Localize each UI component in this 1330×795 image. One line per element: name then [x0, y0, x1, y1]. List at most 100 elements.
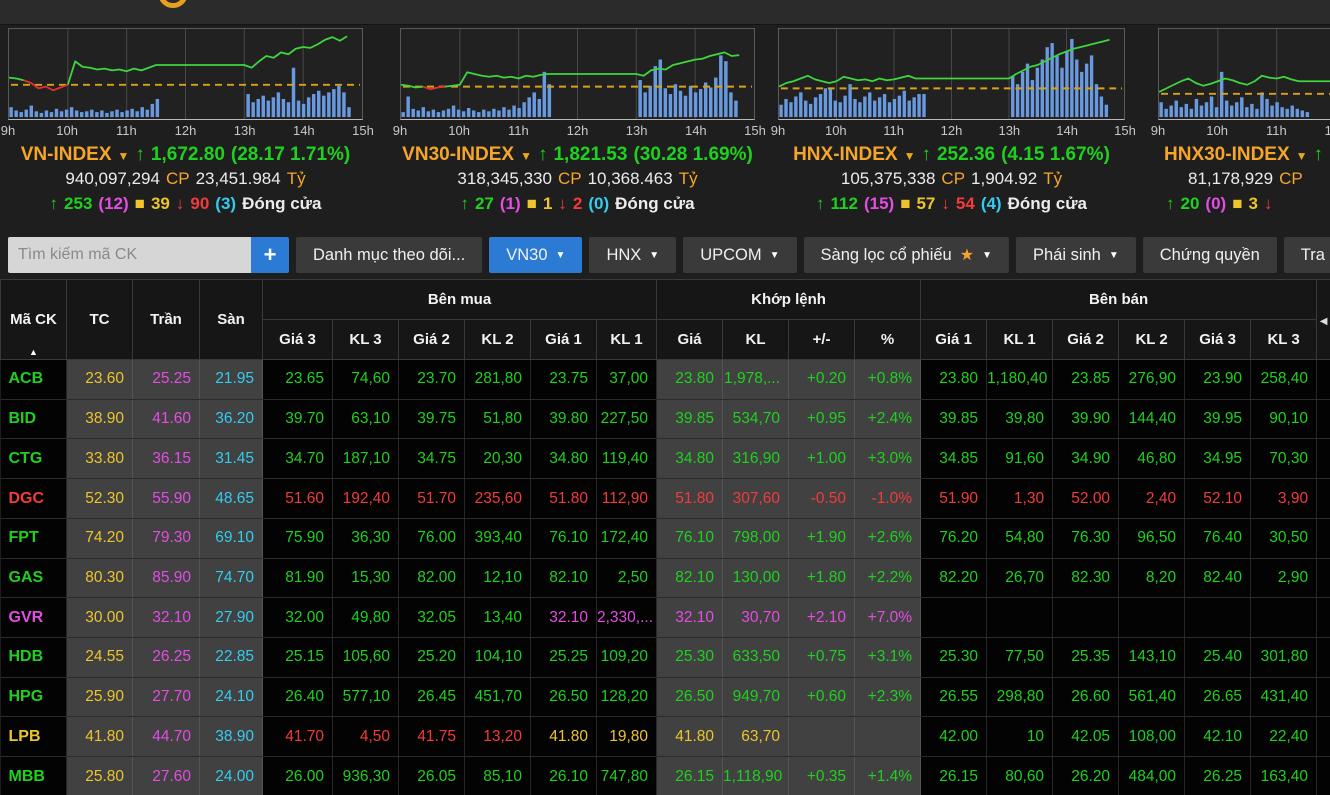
- matched-price-cell[interactable]: 25.30: [656, 637, 724, 678]
- sell-price-1-cell[interactable]: 76.20: [920, 518, 988, 559]
- sell-vol-1-cell[interactable]: 10: [986, 716, 1054, 758]
- reference-price-cell[interactable]: 74.20: [66, 518, 133, 559]
- sell-vol-3-cell[interactable]: 301,80: [1250, 637, 1318, 678]
- sell-price-2-cell[interactable]: [1052, 597, 1120, 639]
- ticker-cell[interactable]: FPT: [0, 518, 67, 559]
- ticker-cell[interactable]: MBB: [0, 756, 67, 795]
- index-summary[interactable]: HNX30-INDEX ▼ ↑: [1158, 144, 1330, 169]
- sell-price-1-cell[interactable]: 34.85: [920, 438, 988, 480]
- buy-vol-2-cell[interactable]: 104,10: [464, 637, 531, 678]
- buy-price-3-cell[interactable]: 25.15: [262, 637, 333, 678]
- chevron-down-icon[interactable]: ▼: [1295, 149, 1308, 163]
- buy-vol-1-cell[interactable]: 747,80: [596, 756, 658, 795]
- chevron-down-icon[interactable]: ▼: [903, 149, 916, 163]
- ceiling-price-cell[interactable]: 27.60: [132, 756, 200, 795]
- buy-vol-2-cell[interactable]: 12,10: [464, 558, 531, 599]
- matched-change-pct-cell[interactable]: +7.0%: [854, 597, 922, 639]
- buy-vol-1-cell[interactable]: 227,50: [596, 399, 658, 440]
- tab-lookup[interactable]: Tra: [1283, 237, 1330, 273]
- buy-vol-3-cell[interactable]: 63,10: [332, 399, 399, 440]
- sell-price-3-cell[interactable]: 39.95: [1184, 399, 1252, 440]
- matched-change-pct-cell[interactable]: +0.8%: [854, 359, 922, 400]
- sell-vol-1-cell[interactable]: 1,180,40: [986, 359, 1054, 400]
- matched-change-cell[interactable]: +0.60: [788, 677, 856, 718]
- tab-hnx[interactable]: HNX ▼: [589, 237, 677, 273]
- sell-price-2-cell[interactable]: 82.30: [1052, 558, 1120, 599]
- search-input[interactable]: [8, 237, 251, 273]
- sell-price-3-cell[interactable]: 82.40: [1184, 558, 1252, 599]
- chevron-down-icon[interactable]: ▼: [117, 149, 130, 163]
- ticker-cell[interactable]: GAS: [0, 558, 67, 599]
- sell-price-2-cell[interactable]: 26.60: [1052, 677, 1120, 718]
- ceiling-price-cell[interactable]: 79.30: [132, 518, 200, 559]
- sell-price-3-cell[interactable]: 52.10: [1184, 478, 1252, 519]
- sell-price-2-cell[interactable]: 52.00: [1052, 478, 1120, 519]
- floor-price-cell[interactable]: 21.95: [199, 359, 263, 400]
- buy-price-1-cell[interactable]: 51.80: [530, 478, 597, 519]
- sell-vol-2-cell[interactable]: 484,00: [1118, 756, 1186, 795]
- sell-price-2-cell[interactable]: 76.30: [1052, 518, 1120, 559]
- sell-vol-3-cell[interactable]: 431,40: [1250, 677, 1318, 718]
- matched-vol-cell[interactable]: 63,70: [722, 716, 790, 758]
- sell-vol-3-cell[interactable]: 3,90: [1250, 478, 1318, 519]
- buy-price-3-cell[interactable]: 51.60: [262, 478, 333, 519]
- buy-price-2-cell[interactable]: 32.05: [398, 597, 465, 639]
- sell-price-2-cell[interactable]: 25.35: [1052, 637, 1120, 678]
- buy-price-2-cell[interactable]: 51.70: [398, 478, 465, 519]
- tab-upcom[interactable]: UPCOM ▼: [683, 237, 797, 273]
- index-summary[interactable]: HNX-INDEX ▼ ↑ 252.36 (4.15 1.67%): [778, 144, 1125, 169]
- reference-price-cell[interactable]: 30.00: [66, 597, 133, 639]
- matched-price-cell[interactable]: 32.10: [656, 597, 724, 639]
- floor-price-cell[interactable]: 74.70: [199, 558, 263, 599]
- buy-vol-1-cell[interactable]: 172,40: [596, 518, 658, 559]
- buy-vol-1-cell[interactable]: 19,80: [596, 716, 658, 758]
- reference-price-cell[interactable]: 25.80: [66, 756, 133, 795]
- matched-price-cell[interactable]: 41.80: [656, 716, 724, 758]
- buy-vol-3-cell[interactable]: 192,40: [332, 478, 399, 519]
- sell-price-1-cell[interactable]: [920, 597, 988, 639]
- buy-price-2-cell[interactable]: 76.00: [398, 518, 465, 559]
- sell-vol-2-cell[interactable]: 8,20: [1118, 558, 1186, 599]
- tab-watchlist[interactable]: Danh mục theo dõi...: [296, 237, 483, 273]
- buy-vol-1-cell[interactable]: 2,50: [596, 558, 658, 599]
- matched-vol-cell[interactable]: 534,70: [722, 399, 790, 440]
- ticker-cell[interactable]: HPG: [0, 677, 67, 718]
- matched-change-cell[interactable]: +0.95: [788, 399, 856, 440]
- floor-price-cell[interactable]: 24.00: [199, 756, 263, 795]
- buy-price-2-cell[interactable]: 82.00: [398, 558, 465, 599]
- buy-price-1-cell[interactable]: 34.80: [530, 438, 597, 480]
- buy-price-3-cell[interactable]: 41.70: [262, 716, 333, 758]
- matched-change-cell[interactable]: +1.80: [788, 558, 856, 599]
- sell-price-2-cell[interactable]: 34.90: [1052, 438, 1120, 480]
- matched-vol-cell[interactable]: 1,118,90: [722, 756, 790, 795]
- buy-price-2-cell[interactable]: 23.70: [398, 359, 465, 400]
- buy-price-3-cell[interactable]: 23.65: [262, 359, 333, 400]
- buy-price-3-cell[interactable]: 81.90: [262, 558, 333, 599]
- matched-change-cell[interactable]: +0.35: [788, 756, 856, 795]
- matched-vol-cell[interactable]: 798,00: [722, 518, 790, 559]
- buy-vol-1-cell[interactable]: 109,20: [596, 637, 658, 678]
- chevron-down-icon[interactable]: ▼: [520, 149, 532, 163]
- matched-change-pct-cell[interactable]: +2.6%: [854, 518, 922, 559]
- add-symbol-button[interactable]: +: [251, 237, 289, 273]
- ceiling-price-cell[interactable]: 55.90: [132, 478, 200, 519]
- ceiling-price-cell[interactable]: 32.10: [132, 597, 200, 639]
- buy-vol-3-cell[interactable]: 49,80: [332, 597, 399, 639]
- matched-price-cell[interactable]: 82.10: [656, 558, 724, 599]
- sell-price-1-cell[interactable]: 23.80: [920, 359, 988, 400]
- ceiling-price-cell[interactable]: 36.15: [132, 438, 200, 480]
- sell-vol-2-cell[interactable]: 561,40: [1118, 677, 1186, 718]
- matched-change-cell[interactable]: -0.50: [788, 478, 856, 519]
- matched-vol-cell[interactable]: 633,50: [722, 637, 790, 678]
- buy-vol-2-cell[interactable]: 51,80: [464, 399, 531, 440]
- sell-vol-3-cell[interactable]: 163,40: [1250, 756, 1318, 795]
- buy-price-2-cell[interactable]: 34.75: [398, 438, 465, 480]
- buy-price-1-cell[interactable]: 23.75: [530, 359, 597, 400]
- floor-price-cell[interactable]: 36.20: [199, 399, 263, 440]
- tab-vn30[interactable]: VN30 ▼: [489, 237, 583, 273]
- sell-price-1-cell[interactable]: 51.90: [920, 478, 988, 519]
- matched-change-pct-cell[interactable]: +2.2%: [854, 558, 922, 599]
- sell-price-1-cell[interactable]: 39.85: [920, 399, 988, 440]
- matched-vol-cell[interactable]: 307,60: [722, 478, 790, 519]
- sell-price-2-cell[interactable]: 26.20: [1052, 756, 1120, 795]
